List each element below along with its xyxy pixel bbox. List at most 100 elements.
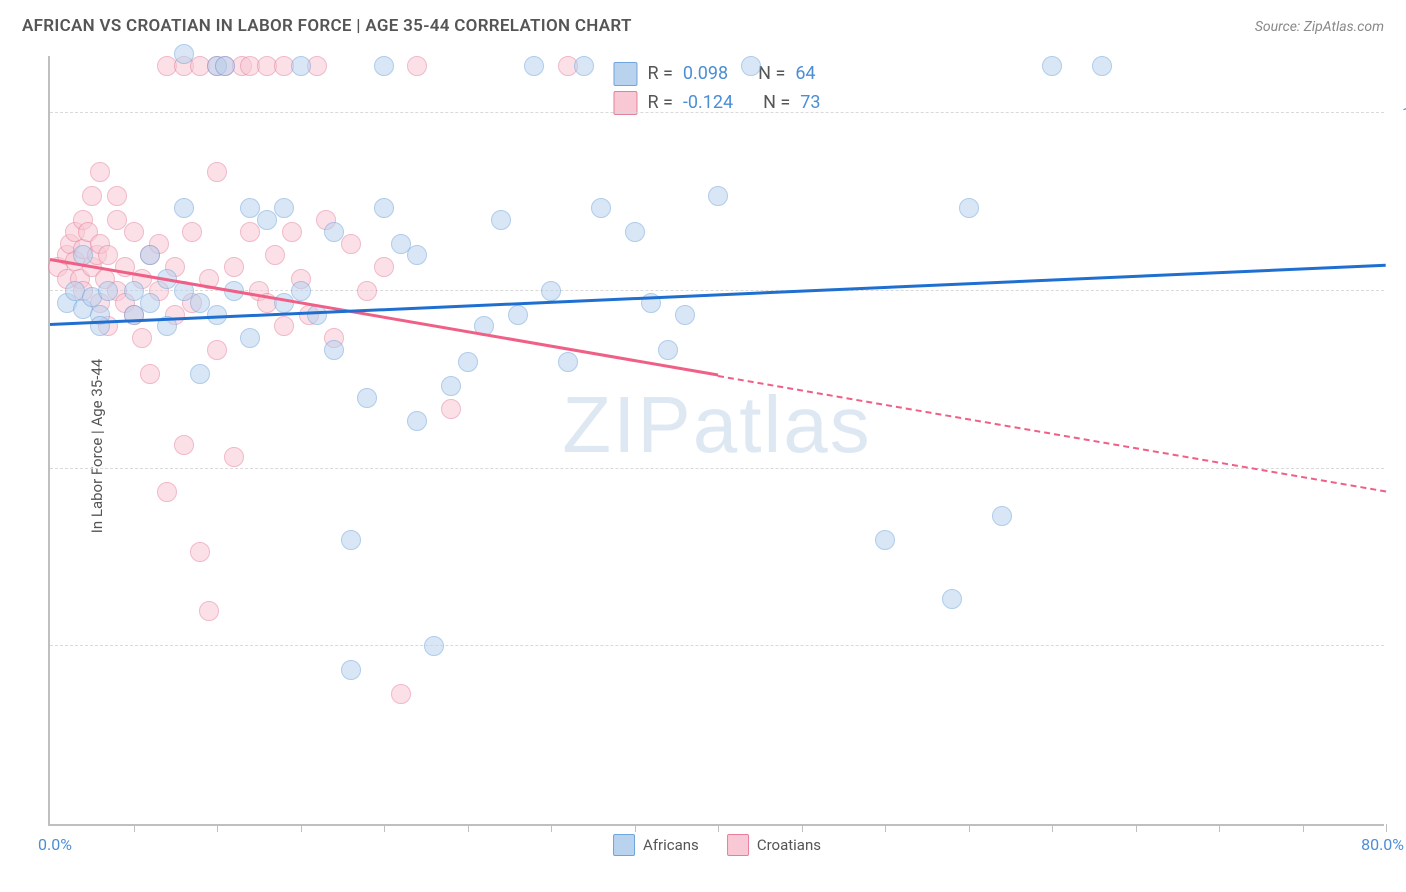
scatter-point-africans: [942, 589, 962, 609]
x-tick: [384, 824, 385, 832]
correlation-chart-container: AFRICAN VS CROATIAN IN LABOR FORCE | AGE…: [0, 0, 1406, 892]
scatter-point-croatians: [357, 281, 377, 301]
y-tick-label: 100.0%: [1394, 104, 1406, 123]
legend-item-croatians: Croatians: [727, 834, 821, 856]
scatter-point-africans: [625, 222, 645, 242]
scatter-point-africans: [324, 222, 344, 242]
legend-item-africans: Africans: [613, 834, 699, 856]
x-axis-origin-label: 0.0%: [38, 835, 72, 854]
trend-line-croatians: [718, 375, 1386, 492]
x-tick: [885, 824, 886, 832]
scatter-point-croatians: [174, 435, 194, 455]
scatter-point-croatians: [157, 482, 177, 502]
stat-r-label: R =: [647, 89, 672, 118]
title-bar: AFRICAN VS CROATIAN IN LABOR FORCE | AGE…: [22, 16, 1384, 36]
scatter-point-croatians: [90, 162, 110, 182]
x-tick: [969, 824, 970, 832]
swatch-africans-icon: [613, 62, 637, 86]
scatter-point-africans: [558, 352, 578, 372]
scatter-point-africans: [324, 340, 344, 360]
scatter-point-croatians: [282, 222, 302, 242]
scatter-point-africans: [215, 56, 235, 76]
scatter-point-africans: [441, 376, 461, 396]
scatter-point-croatians: [107, 186, 127, 206]
plot-area: ZIPatlas R = 0.098 N = 64 R = -0.124 N =…: [48, 56, 1384, 826]
scatter-point-croatians: [274, 316, 294, 336]
scatter-point-africans: [1042, 56, 1062, 76]
scatter-point-africans: [407, 411, 427, 431]
watermark: ZIPatlas: [562, 379, 871, 471]
watermark-zip: ZIP: [562, 380, 692, 469]
scatter-point-africans: [140, 245, 160, 265]
scatter-point-africans: [675, 305, 695, 325]
scatter-point-croatians: [207, 340, 227, 360]
scatter-point-croatians: [182, 222, 202, 242]
stats-legend-box: R = 0.098 N = 64 R = -0.124 N = 73: [613, 58, 820, 120]
stat-r-value-croatians: -0.124: [683, 89, 733, 118]
stat-n-label: N =: [763, 89, 790, 118]
scatter-point-africans: [541, 281, 561, 301]
scatter-point-africans: [140, 293, 160, 313]
x-tick: [1052, 824, 1053, 832]
scatter-point-africans: [291, 56, 311, 76]
watermark-atlas: atlas: [693, 380, 872, 469]
y-tick-label: 85.0%: [1394, 281, 1406, 300]
scatter-point-africans: [491, 210, 511, 230]
scatter-point-croatians: [82, 186, 102, 206]
scatter-point-africans: [1092, 56, 1112, 76]
x-tick: [217, 824, 218, 832]
stat-n-label: N =: [758, 60, 785, 89]
scatter-point-africans: [374, 56, 394, 76]
scatter-point-croatians: [224, 447, 244, 467]
scatter-point-croatians: [124, 222, 144, 242]
x-tick: [1386, 824, 1387, 832]
scatter-point-africans: [174, 198, 194, 218]
x-tick: [468, 824, 469, 832]
scatter-point-africans: [658, 340, 678, 360]
scatter-point-africans: [98, 281, 118, 301]
scatter-point-croatians: [441, 399, 461, 419]
x-tick: [1219, 824, 1220, 832]
scatter-point-croatians: [374, 257, 394, 277]
source-attribution: Source: ZipAtlas.com: [1255, 19, 1384, 35]
legend-bottom: Africans Croatians: [613, 834, 821, 856]
scatter-point-africans: [407, 245, 427, 265]
scatter-point-africans: [274, 198, 294, 218]
x-tick: [1136, 824, 1137, 832]
stat-n-value-africans: 64: [795, 60, 815, 89]
scatter-point-africans: [959, 198, 979, 218]
stats-row-croatians: R = -0.124 N = 73: [613, 89, 820, 118]
scatter-point-africans: [341, 660, 361, 680]
scatter-point-croatians: [199, 601, 219, 621]
x-tick: [134, 824, 135, 832]
chart-title: AFRICAN VS CROATIAN IN LABOR FORCE | AGE…: [22, 16, 632, 36]
scatter-point-croatians: [341, 234, 361, 254]
swatch-croatians-icon: [727, 834, 749, 856]
legend-label-africans: Africans: [643, 836, 699, 854]
x-tick: [551, 824, 552, 832]
grid-line: [50, 468, 1384, 469]
grid-line: [50, 112, 1384, 113]
scatter-point-croatians: [132, 328, 152, 348]
grid-line: [50, 645, 1384, 646]
scatter-point-croatians: [407, 56, 427, 76]
x-tick: [718, 824, 719, 832]
scatter-point-africans: [992, 506, 1012, 526]
stat-r-value-africans: 0.098: [683, 60, 728, 89]
stat-n-value-croatians: 73: [800, 89, 820, 118]
scatter-point-croatians: [207, 162, 227, 182]
scatter-point-africans: [508, 305, 528, 325]
scatter-point-africans: [190, 364, 210, 384]
scatter-point-africans: [458, 352, 478, 372]
x-tick: [301, 824, 302, 832]
scatter-point-africans: [424, 636, 444, 656]
scatter-point-africans: [708, 186, 728, 206]
scatter-point-africans: [591, 198, 611, 218]
scatter-point-africans: [291, 281, 311, 301]
scatter-point-africans: [374, 198, 394, 218]
scatter-point-africans: [357, 388, 377, 408]
stats-row-africans: R = 0.098 N = 64: [613, 60, 820, 89]
scatter-point-croatians: [140, 364, 160, 384]
scatter-point-croatians: [224, 257, 244, 277]
scatter-point-africans: [875, 530, 895, 550]
